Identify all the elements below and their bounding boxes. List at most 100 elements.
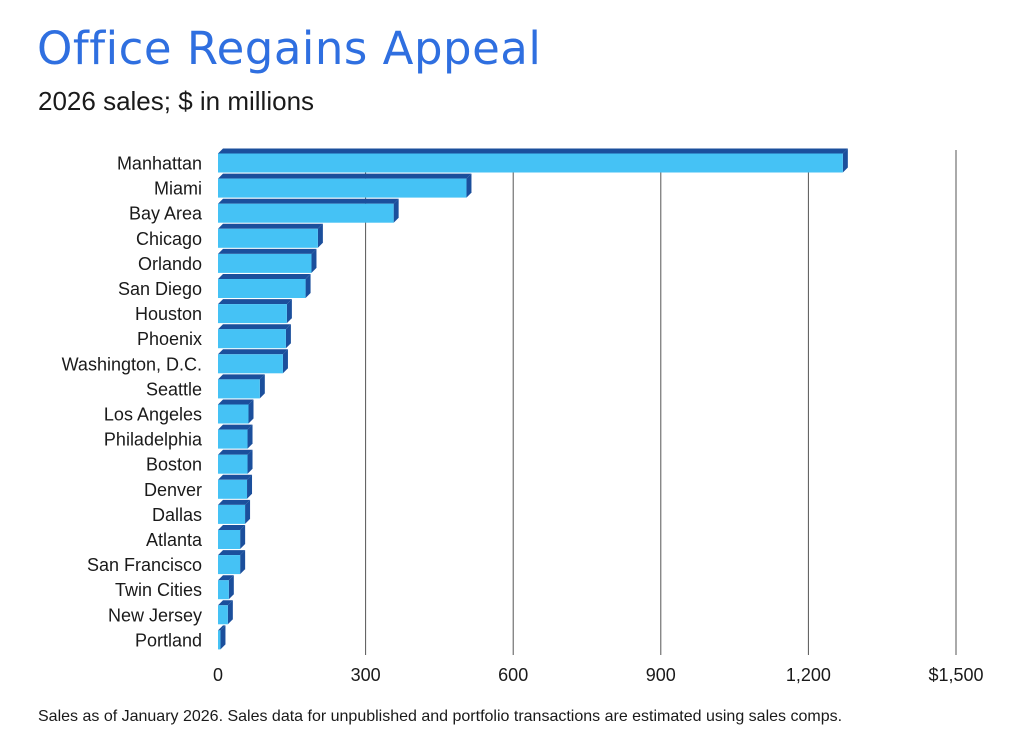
bar-side-face (220, 625, 226, 650)
bar-front-face (218, 203, 394, 223)
bar-side-face (228, 575, 234, 600)
bar-side-face (393, 198, 399, 223)
category-label: Twin Cities (115, 580, 202, 600)
bar (218, 550, 246, 575)
bar-top-face (218, 223, 323, 229)
category-label: San Diego (118, 279, 202, 299)
bar-side-face (259, 374, 265, 399)
category-label: San Francisco (87, 555, 202, 575)
bar-front-face (218, 329, 286, 349)
bar-front-face (218, 354, 283, 374)
bar-side-face (240, 525, 246, 549)
bar-side-face (227, 600, 233, 625)
bar-front-face (218, 178, 467, 198)
bar-front-face (218, 304, 287, 324)
bar-top-face (218, 575, 234, 581)
category-label: Manhattan (117, 154, 202, 174)
bar-side-face (466, 173, 472, 198)
bar-front-face (218, 580, 229, 600)
bar-front-face (218, 429, 248, 449)
bar (218, 223, 323, 248)
category-label: Portland (135, 630, 202, 650)
bar (218, 198, 399, 223)
bar (218, 349, 288, 374)
bar-front-face (218, 479, 248, 499)
bar (218, 173, 472, 198)
bar-side-face (317, 223, 323, 248)
category-label: New Jersey (108, 605, 202, 625)
chart-subtitle: 2026 sales; $ in millions (38, 86, 315, 116)
category-label: Washington, D.C. (62, 354, 202, 374)
bar-top-face (218, 474, 253, 480)
bar-side-face (240, 550, 246, 575)
bar-top-face (218, 324, 291, 330)
bar (218, 248, 317, 273)
category-label: Chicago (136, 229, 202, 249)
bar-top-face (218, 349, 288, 355)
bar-front-face (218, 605, 228, 625)
bar-top-face (218, 399, 254, 405)
bar (218, 399, 254, 424)
category-label: Philadelphia (104, 430, 203, 450)
bar-front-face (218, 279, 306, 298)
bar-front-face (218, 153, 843, 173)
x-tick-label: $1,500 (928, 665, 983, 685)
bar-side-face (247, 449, 253, 474)
chart-footnote: Sales as of January 2026. Sales data for… (38, 708, 843, 725)
bar (218, 299, 292, 324)
bar-top-face (218, 374, 265, 380)
bar (218, 324, 291, 349)
bar (218, 424, 253, 449)
bar-top-face (218, 173, 472, 179)
bar (218, 474, 253, 499)
bar-side-face (842, 148, 848, 173)
bar-front-face (218, 253, 312, 273)
chart-title: Office Regains Appeal (37, 22, 542, 75)
category-label: Orlando (138, 254, 202, 274)
bar-top-face (218, 499, 251, 505)
bar-side-face (245, 499, 251, 524)
bar-front-face (218, 379, 260, 399)
bar-side-face (247, 424, 253, 449)
bar-side-face (286, 299, 292, 324)
category-label: Denver (144, 480, 202, 500)
bar-front-face (218, 228, 318, 248)
bar-side-face (247, 474, 253, 499)
category-label: Dallas (152, 505, 202, 525)
bar-top-face (218, 424, 253, 430)
bar-front-face (218, 630, 221, 650)
bar-front-face (218, 404, 249, 424)
category-label: Houston (135, 304, 202, 324)
bars (218, 148, 848, 650)
bar-top-face (218, 198, 399, 204)
bar-side-face (311, 248, 317, 273)
bar-side-face (282, 349, 288, 374)
bar-top-face (218, 274, 311, 279)
x-tick-label: 900 (646, 665, 676, 685)
category-label: Bay Area (129, 204, 203, 224)
bar-side-face (305, 274, 311, 298)
category-label: Los Angeles (104, 405, 202, 425)
x-tick-label: 0 (213, 665, 223, 685)
category-label: Seattle (146, 379, 202, 399)
category-label: Atlanta (146, 530, 203, 550)
bar (218, 525, 246, 549)
bar-top-face (218, 525, 246, 530)
bar (218, 499, 251, 524)
bar (218, 274, 311, 298)
bar-side-face (285, 324, 291, 349)
x-tick-label: 300 (351, 665, 381, 685)
category-labels: Manhattan Miami Bay Area Chicago Orlando San … (62, 154, 203, 651)
x-tick-label: 600 (498, 665, 528, 685)
category-label: Phoenix (137, 329, 202, 349)
bar-top-face (218, 299, 292, 305)
bar (218, 449, 253, 474)
x-tick-label: 1,200 (786, 665, 831, 685)
bar-top-face (218, 625, 226, 631)
bar (218, 600, 233, 625)
bar (218, 625, 226, 650)
bar-top-face (218, 148, 848, 154)
bar (218, 374, 265, 399)
bar-side-face (248, 399, 254, 424)
category-label: Miami (154, 179, 202, 199)
